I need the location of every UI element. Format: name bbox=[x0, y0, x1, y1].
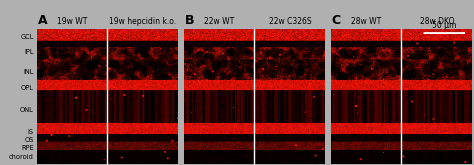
Text: IPL: IPL bbox=[24, 49, 34, 55]
Text: 22w WT: 22w WT bbox=[204, 16, 234, 26]
Text: RPE: RPE bbox=[21, 145, 34, 151]
Text: 22w C326S: 22w C326S bbox=[269, 16, 311, 26]
Text: choroid: choroid bbox=[9, 154, 34, 160]
Text: INL: INL bbox=[23, 69, 34, 75]
Text: A: A bbox=[37, 14, 47, 27]
Text: GCL: GCL bbox=[20, 34, 34, 40]
Text: OS: OS bbox=[24, 137, 34, 143]
Text: 19w hepcidin k.o.: 19w hepcidin k.o. bbox=[109, 16, 176, 26]
Text: IS: IS bbox=[27, 129, 34, 135]
Text: 28w DKO: 28w DKO bbox=[419, 16, 454, 26]
Text: 50 μm: 50 μm bbox=[431, 21, 456, 30]
Text: ONL: ONL bbox=[20, 107, 34, 113]
Text: B: B bbox=[184, 14, 194, 27]
Text: 28w WT: 28w WT bbox=[351, 16, 381, 26]
Text: C: C bbox=[331, 14, 340, 27]
Text: OPL: OPL bbox=[21, 85, 34, 91]
Text: 19w WT: 19w WT bbox=[56, 16, 87, 26]
